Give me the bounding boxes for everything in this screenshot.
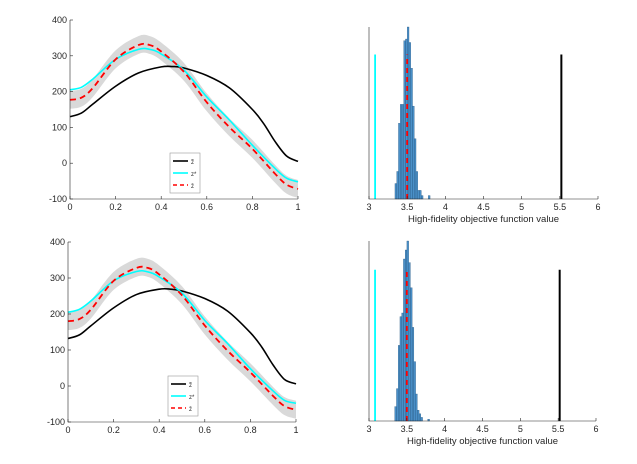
x-tick-label: 5 <box>518 424 523 434</box>
y-tick-label: -100 <box>49 194 67 204</box>
histogram-bar <box>414 138 417 200</box>
x-tick-label: 0 <box>67 202 72 212</box>
series-line-0 <box>67 287 297 385</box>
y-tick-label: 0 <box>60 381 65 391</box>
histogram-bar <box>408 42 411 200</box>
histogram-bar <box>420 417 423 422</box>
x-tick-label: 4 <box>442 424 447 434</box>
x-tick-label: 4 <box>443 202 448 212</box>
x-tick-label: 5 <box>519 202 524 212</box>
y-tick-label: 100 <box>50 345 65 355</box>
x-tick-label: 0.2 <box>107 425 120 435</box>
x-tick-label: 4.5 <box>476 424 489 434</box>
x-tick-label: 4.5 <box>477 202 490 212</box>
histogram-bar <box>412 105 415 200</box>
y-tick-label: 100 <box>52 122 67 132</box>
series-line-2 <box>69 42 299 190</box>
x-tick-label: 0.8 <box>246 202 259 212</box>
histogram-bar <box>408 262 411 422</box>
x-tick-label: 0.4 <box>153 425 166 435</box>
histogram-panel-top-right: 3 3.5 4 4.5 5 5.5 6 High-fidelity objective fun… <box>366 26 601 225</box>
legend-label: z* <box>189 395 195 401</box>
x-tick-label: 0.6 <box>201 202 214 212</box>
series-line-1 <box>69 47 299 183</box>
histogram-bar <box>394 183 397 200</box>
x-tick-label: 3 <box>366 424 371 434</box>
histogram-bar <box>401 312 404 422</box>
legend-label: z̃ <box>190 160 194 166</box>
legend: z̃ z* z̄ <box>167 375 199 417</box>
histogram-bar <box>410 287 413 422</box>
x-tick-label: 0.6 <box>199 425 212 435</box>
legend-label: z̄ <box>191 184 194 190</box>
y-tick-label: 200 <box>52 87 67 97</box>
histogram-bar <box>418 413 421 422</box>
x-tick-label: 6 <box>595 202 600 212</box>
x-tick-label: 0.2 <box>109 202 122 212</box>
histogram-bar <box>419 190 422 200</box>
histogram-bar <box>421 195 424 200</box>
histogram-bar <box>411 327 415 422</box>
histogram-bar <box>403 40 406 200</box>
histogram-bar <box>396 388 399 422</box>
x-tick-label: 0.4 <box>155 202 168 212</box>
histogram-bar <box>399 316 402 422</box>
x-axis-label: High-fidelity objective function value <box>408 214 559 225</box>
x-tick-label: 1 <box>293 425 298 435</box>
histogram-bar <box>417 410 420 422</box>
histogram-bar <box>394 406 397 422</box>
y-tick-label: 400 <box>50 237 65 247</box>
y-tick-label: -100 <box>47 417 65 427</box>
x-axis-label: High-fidelity objective function value <box>407 436 558 447</box>
histogram-bar <box>415 171 418 200</box>
y-tick-label: 400 <box>52 15 67 25</box>
x-tick-label: 3 <box>366 202 371 212</box>
x-tick-label: 0.8 <box>244 425 257 435</box>
y-tick-label: 300 <box>50 273 65 283</box>
histogram-bar <box>413 361 416 422</box>
histogram-bar <box>403 258 406 422</box>
histogram-bar <box>398 345 401 422</box>
x-tick-label: 5.5 <box>554 202 567 212</box>
series-line-1 <box>67 269 297 405</box>
y-tick-label: 0 <box>62 158 67 168</box>
legend: z̃ z* z̄ <box>169 152 201 194</box>
histogram-panel-bottom-right: 3 3.5 4 4.5 5 5.5 6 High-fidelity objective fun… <box>366 240 599 447</box>
histogram-bar <box>400 104 403 200</box>
series-line-0 <box>69 65 299 163</box>
y-tick-label: 200 <box>50 309 65 319</box>
x-tick-label: 5.5 <box>552 424 565 434</box>
x-tick-label: 1 <box>295 202 300 212</box>
x-tick-label: 3.5 <box>401 424 414 434</box>
histogram-bar <box>398 123 401 200</box>
x-tick-label: 6 <box>593 424 598 434</box>
histogram-bar <box>401 104 404 200</box>
legend-label: z̃ <box>188 383 192 389</box>
x-tick-label: 3.5 <box>401 202 414 212</box>
histogram-bar <box>428 195 431 200</box>
histogram-bar <box>417 190 420 200</box>
histogram-bar <box>396 171 399 200</box>
legend-label: z* <box>191 172 197 178</box>
histogram-bar <box>415 393 418 422</box>
histogram-bar <box>410 68 413 200</box>
uncertainty-band <box>68 257 296 419</box>
legend-label: z̄ <box>189 407 192 413</box>
y-tick-label: 300 <box>52 51 67 61</box>
x-tick-label: 0 <box>65 425 70 435</box>
